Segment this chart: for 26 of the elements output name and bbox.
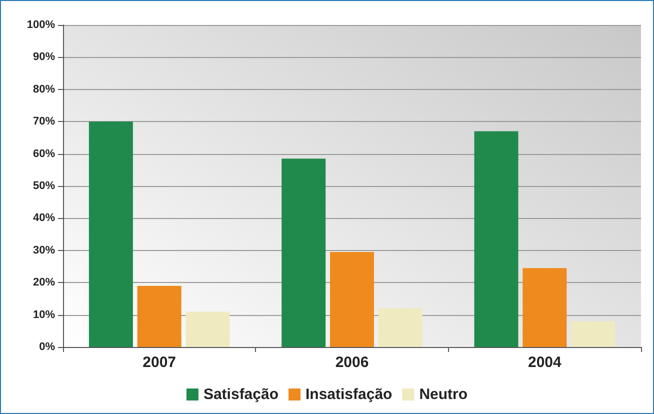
y-tick-label: 30% <box>32 244 56 256</box>
y-tick-label: 70% <box>32 116 56 128</box>
bar <box>474 131 518 347</box>
bar <box>571 321 616 347</box>
y-tick-label: 10% <box>32 308 56 321</box>
bar <box>330 252 374 347</box>
bar <box>522 268 567 347</box>
y-tick-label: 40% <box>32 212 56 224</box>
y-tick-label: 80% <box>32 83 56 96</box>
legend-label: Insatisfação <box>306 386 392 403</box>
y-tick-label: 0% <box>39 341 56 353</box>
y-tick-label: 60% <box>32 148 56 160</box>
x-tick-label: 2004 <box>528 354 562 371</box>
y-tick-label: 100% <box>26 19 56 31</box>
bar <box>137 286 182 347</box>
x-tick-label: 2007 <box>142 354 176 371</box>
y-tick-label: 90% <box>32 51 56 64</box>
bar <box>378 308 422 347</box>
legend-label: Satisfação <box>203 386 279 403</box>
bar <box>88 122 133 347</box>
bar <box>186 312 230 347</box>
y-tick-label: 20% <box>32 276 56 289</box>
legend-label: Neutro <box>419 386 468 403</box>
x-tick-label: 2006 <box>335 354 369 371</box>
bar <box>282 158 326 347</box>
y-tick-label: 50% <box>32 180 56 192</box>
